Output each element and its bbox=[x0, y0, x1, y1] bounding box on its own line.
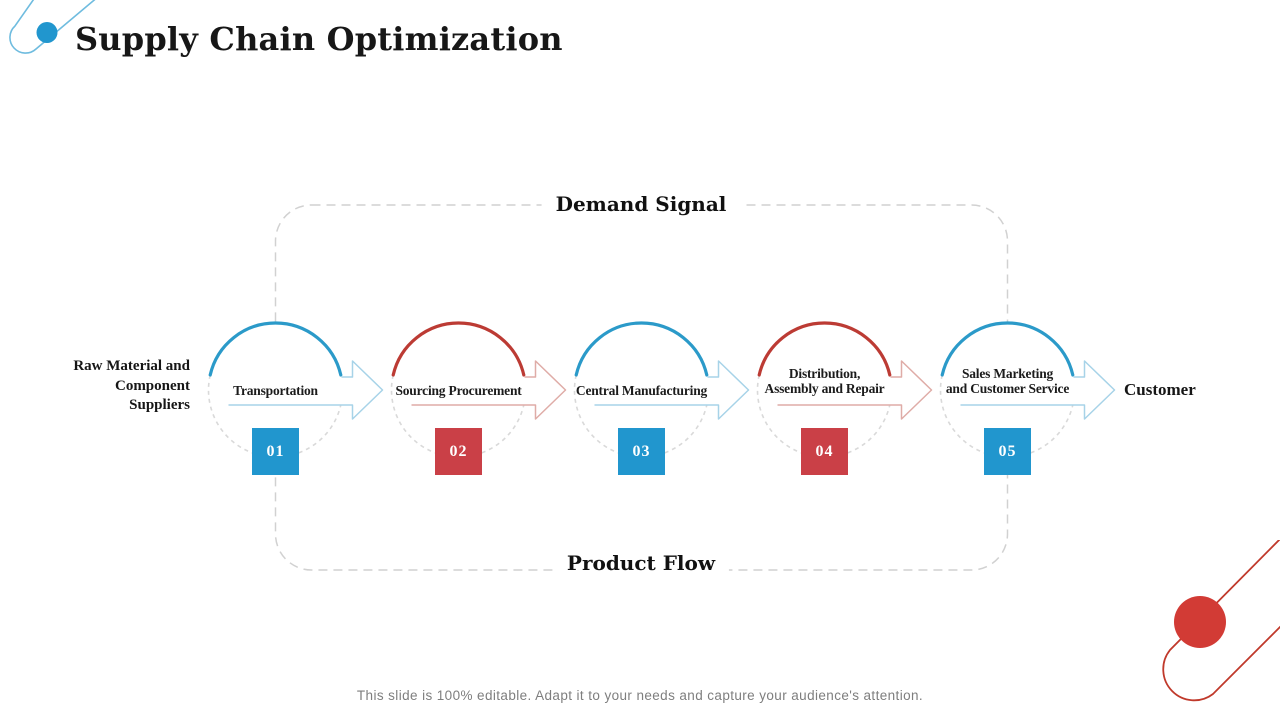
stage-label: Sales Marketing and Customer Service bbox=[908, 366, 1108, 396]
stage-circle-fill bbox=[940, 323, 1075, 457]
stage-label: Central Manufacturing bbox=[542, 383, 742, 398]
stage-label: Transportation bbox=[176, 383, 376, 398]
stage-1-shape bbox=[207, 321, 384, 458]
stage-circle-fill bbox=[208, 323, 343, 457]
stage-label-line: Sourcing Procurement bbox=[395, 383, 522, 398]
stage-label-line: and Customer Service bbox=[945, 381, 1070, 396]
stage-3-shape bbox=[573, 321, 750, 458]
stage-circle-fill bbox=[391, 323, 526, 457]
customer-label: Customer bbox=[1124, 380, 1196, 399]
stage-5-shape bbox=[939, 321, 1116, 458]
supplier-label-line: Suppliers bbox=[129, 397, 190, 413]
stage-circle-fill bbox=[757, 323, 892, 457]
stage-number-badge: 04 bbox=[801, 428, 848, 475]
stage-arc bbox=[757, 321, 892, 377]
supplier-label-line: Component bbox=[114, 377, 190, 394]
stage-label: Sourcing Procurement bbox=[359, 383, 559, 398]
stage-label-line: Assembly and Repair bbox=[764, 381, 885, 396]
stage-arrow bbox=[594, 360, 750, 420]
supplier-label-line: Raw Material and bbox=[73, 358, 190, 374]
stage-arc bbox=[940, 321, 1075, 377]
stage-arrow bbox=[411, 360, 567, 420]
stage-number-badge: 02 bbox=[435, 428, 482, 475]
stage-label-line: Central Manufacturing bbox=[575, 383, 708, 398]
stage-4-shape bbox=[756, 321, 933, 458]
product-flow-label: Product Flow bbox=[552, 551, 730, 575]
footer-note: This slide is 100% editable. Adapt it to… bbox=[356, 688, 924, 703]
stage-number-badge: 01 bbox=[252, 428, 299, 475]
stage-arc bbox=[391, 321, 526, 377]
stage-label-line: Sales Marketing bbox=[961, 366, 1054, 381]
stage-label: Distribution, Assembly and Repair bbox=[725, 366, 925, 396]
stage-arc bbox=[574, 321, 709, 377]
stage-circle-fill bbox=[574, 323, 709, 457]
stage-arrow bbox=[960, 360, 1116, 420]
stage-arrow bbox=[777, 360, 933, 420]
demand-signal-label: Demand Signal bbox=[541, 192, 741, 216]
raw-material-suppliers-label: Raw Material and Component Suppliers bbox=[30, 357, 190, 416]
slide-title: Supply Chain Optimization bbox=[75, 20, 563, 58]
stage-label-line: Distribution, bbox=[788, 366, 861, 381]
stage-arc bbox=[208, 321, 343, 377]
stage-arrow bbox=[228, 360, 384, 420]
stage-2-shape bbox=[390, 321, 567, 458]
stage-number-badge: 03 bbox=[618, 428, 665, 475]
stage-number-badge: 05 bbox=[984, 428, 1031, 475]
stage-label-line: Transportation bbox=[233, 383, 318, 398]
